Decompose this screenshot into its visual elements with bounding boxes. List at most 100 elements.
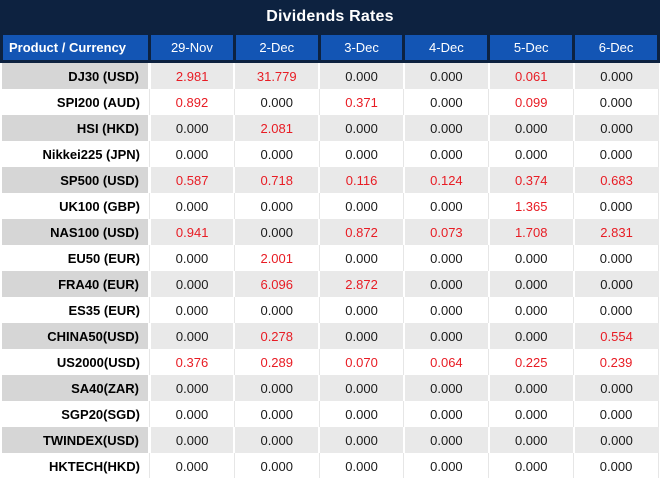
value-cell: 6.096 (233, 271, 320, 297)
value-cell: 0.000 (487, 271, 574, 297)
table-row: DJ30 (USD) 2.981 31.779 0.000 0.000 0.061 0.00… (1, 61, 659, 89)
table-row: CHINA50(USD) 0.000 0.278 0.000 0.000 0.000 0.5… (1, 323, 659, 349)
value-cell: 0.000 (318, 297, 405, 323)
table-row: US2000(USD) 0.376 0.289 0.070 0.064 0.225 0.23… (1, 349, 659, 375)
date-column-header: 2-Dec (232, 33, 321, 63)
value-cell: 0.376 (149, 349, 235, 375)
value-cell: 0.000 (318, 245, 405, 271)
value-cell: 0.000 (402, 375, 489, 401)
value-cell: 0.683 (572, 167, 659, 193)
value-cell: 0.554 (572, 323, 659, 349)
value-cell: 0.718 (233, 167, 320, 193)
value-cell: 0.000 (233, 401, 320, 427)
value-cell: 0.239 (573, 349, 659, 375)
value-cell: 0.000 (148, 375, 235, 401)
product-cell: CHINA50(USD) (1, 323, 151, 349)
value-cell: 0.000 (573, 193, 659, 219)
value-cell: 0.000 (318, 323, 404, 349)
value-cell: 0.000 (403, 297, 490, 323)
value-cell: 0.000 (403, 141, 490, 167)
value-cell: 0.000 (233, 219, 320, 245)
value-cell: 0.000 (402, 427, 489, 453)
product-cell: SA40(ZAR) (1, 375, 151, 401)
date-column-header: 4-Dec (402, 33, 491, 63)
value-cell: 0.000 (403, 401, 490, 427)
value-cell: 0.872 (318, 219, 404, 245)
value-cell: 0.124 (402, 167, 489, 193)
value-cell: 0.073 (402, 219, 489, 245)
value-cell: 0.000 (149, 453, 235, 478)
value-cell: 0.000 (402, 115, 489, 141)
date-column-header: 6-Dec (572, 33, 660, 63)
table-row: ES35 (EUR) 0.000 0.000 0.000 0.000 0.000 0.000 (1, 297, 659, 323)
product-cell: EU50 (EUR) (1, 245, 150, 271)
value-cell: 0.000 (148, 115, 235, 141)
value-cell: 0.000 (487, 375, 574, 401)
table-row: NAS100 (USD) 0.941 0.000 0.872 0.073 1.708 2.8… (1, 219, 659, 245)
value-cell: 0.000 (573, 89, 659, 115)
product-cell: HSI (HKD) (1, 115, 151, 141)
product-cell: SGP20(SGD) (1, 401, 150, 427)
table-title: Dividends Rates (0, 0, 660, 33)
value-cell: 2.081 (233, 115, 320, 141)
value-cell: 0.000 (149, 245, 235, 271)
table-row: TWINDEX(USD) 0.000 0.000 0.000 0.000 0.000 0.0… (1, 427, 659, 453)
value-cell: 0.116 (318, 167, 404, 193)
product-cell: SP500 (USD) (1, 167, 151, 193)
value-cell: 0.941 (148, 219, 235, 245)
value-cell: 0.000 (148, 427, 235, 453)
product-cell: DJ30 (USD) (1, 61, 151, 89)
table-row: SPI200 (AUD) 0.892 0.000 0.371 0.000 0.099 0.0… (1, 89, 659, 115)
table-row: EU50 (EUR) 0.000 2.001 0.000 0.000 0.000 0.000 (1, 245, 659, 271)
value-cell: 0.000 (487, 115, 574, 141)
value-cell: 0.000 (488, 401, 575, 427)
value-cell: 2.981 (148, 61, 235, 89)
value-cell: 0.000 (233, 297, 320, 323)
value-cell: 0.000 (233, 427, 320, 453)
value-cell: 0.278 (233, 323, 320, 349)
product-cell: HKTECH(HKD) (1, 453, 150, 478)
value-cell: 0.374 (487, 167, 574, 193)
value-cell: 0.000 (233, 141, 320, 167)
value-cell: 0.000 (318, 61, 404, 89)
value-cell: 0.000 (488, 141, 575, 167)
value-cell: 0.000 (488, 297, 575, 323)
table-row: HSI (HKD) 0.000 2.081 0.000 0.000 0.000 0.000 (1, 115, 659, 141)
value-cell: 0.000 (403, 245, 490, 271)
value-cell: 0.000 (402, 323, 489, 349)
value-cell: 0.000 (233, 453, 320, 478)
product-cell: US2000(USD) (1, 349, 150, 375)
product-cell: TWINDEX(USD) (1, 427, 151, 453)
value-cell: 2.831 (572, 219, 659, 245)
value-cell: 0.000 (403, 89, 490, 115)
table-row: UK100 (GBP) 0.000 0.000 0.000 0.000 1.365 0.00… (1, 193, 659, 219)
value-cell: 0.061 (487, 61, 574, 89)
value-cell: 0.892 (149, 89, 235, 115)
value-cell: 0.000 (403, 193, 490, 219)
value-cell: 0.070 (318, 349, 405, 375)
value-cell: 0.000 (573, 245, 659, 271)
value-cell: 2.872 (318, 271, 404, 297)
value-cell: 1.708 (487, 219, 574, 245)
value-cell: 0.000 (573, 401, 659, 427)
value-cell: 0.000 (572, 115, 659, 141)
value-cell: 0.000 (318, 401, 405, 427)
value-cell: 0.000 (149, 401, 235, 427)
date-column-header: 3-Dec (317, 33, 406, 63)
date-column-header: 5-Dec (487, 33, 576, 63)
value-cell: 0.225 (488, 349, 575, 375)
table-row: HKTECH(HKD) 0.000 0.000 0.000 0.000 0.000 0.00… (1, 453, 659, 478)
date-column-header: 29-Nov (148, 33, 236, 63)
value-cell: 31.779 (233, 61, 320, 89)
table-row: SP500 (USD) 0.587 0.718 0.116 0.124 0.374 0.68… (1, 167, 659, 193)
value-cell: 0.000 (572, 375, 659, 401)
value-cell: 0.000 (318, 193, 405, 219)
dividends-rates-table: Product / Currency 29-Nov 2-Dec 3-Dec 4-Dec 5… (0, 33, 660, 478)
value-cell: 0.000 (148, 271, 235, 297)
value-cell: 0.000 (573, 297, 659, 323)
value-cell: 0.000 (573, 453, 659, 478)
value-cell: 0.371 (318, 89, 405, 115)
value-cell: 0.000 (318, 375, 404, 401)
table-row: FRA40 (EUR) 0.000 6.096 2.872 0.000 0.000 0.00… (1, 271, 659, 297)
value-cell: 1.365 (488, 193, 575, 219)
